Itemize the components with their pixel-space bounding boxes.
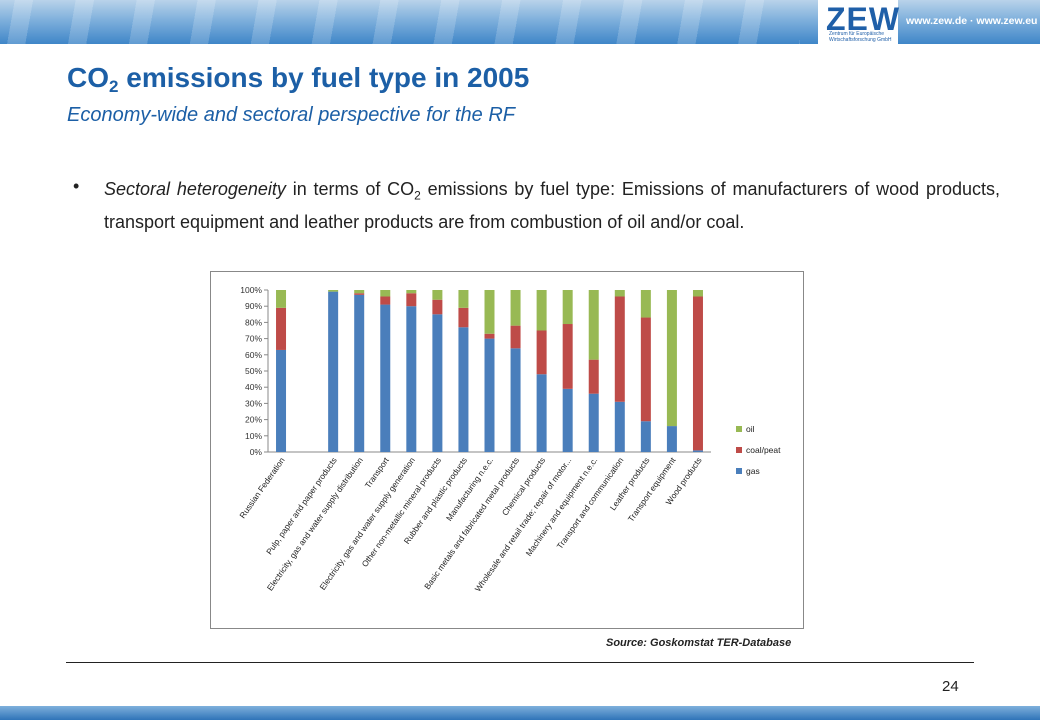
bar-segment-coal-peat [276, 307, 287, 350]
bullet-italic: Sectoral heterogeneity [104, 179, 286, 199]
y-tick-label: 90% [245, 301, 262, 311]
bar-segment-gas [536, 374, 547, 452]
footer-divider [66, 662, 974, 663]
bar-segment-oil [484, 290, 495, 334]
y-tick-label: 80% [245, 317, 262, 327]
bar-segment-coal-peat [458, 307, 469, 328]
y-tick-label: 70% [245, 334, 262, 344]
bar-segment-coal-peat [380, 296, 391, 305]
bar-segment-oil [588, 290, 599, 360]
bar-segment-coal-peat [406, 293, 417, 307]
y-tick-label: 50% [245, 366, 262, 376]
bullet-marker: • [73, 176, 80, 196]
bar-segment-gas [484, 338, 495, 452]
x-tick-label: Electricity, gas and water supply genera… [317, 455, 417, 592]
bar-segment-gas [328, 291, 339, 452]
bar-segment-coal-peat [640, 317, 651, 422]
bullet-subscript: 2 [414, 188, 421, 203]
bar-segment-oil [536, 290, 547, 331]
bar-segment-oil [432, 290, 443, 300]
bar-segment-oil [406, 290, 417, 294]
bar-segment-gas [588, 393, 599, 452]
y-tick-label: 10% [245, 431, 262, 441]
bar-segment-gas [510, 348, 521, 452]
bullet-text: Sectoral heterogeneity in terms of CO2 e… [104, 176, 1000, 235]
legend-label: gas [746, 466, 760, 476]
zew-logo-subtext: Zentrum für Europäische Wirtschaftsforsc… [829, 31, 892, 43]
bar-segment-coal-peat [484, 333, 495, 339]
bar-segment-coal-peat [510, 325, 521, 349]
bar-segment-oil [640, 290, 651, 318]
title-subscript: 2 [109, 77, 119, 96]
bar-segment-coal-peat [432, 299, 443, 315]
legend-label: coal/peat [746, 445, 781, 455]
bar-segment-oil [666, 290, 677, 427]
bar-segment-oil [276, 290, 287, 308]
y-tick-label: 100% [240, 285, 262, 295]
logo-background [818, 0, 898, 44]
x-tick-label: Transport [363, 455, 392, 490]
bar-segment-oil [380, 290, 391, 297]
bullet-text-b: emissions by fuel type: Emissions of man… [104, 179, 1000, 232]
bar-segment-gas [666, 426, 677, 452]
source-note: Source: Goskomstat TER-Database [606, 637, 792, 649]
bar-segment-gas [614, 401, 625, 452]
x-tick-label: Electricity, gas and water supply distri… [265, 455, 365, 592]
title-rest: emissions by fuel type in 2005 [118, 62, 530, 93]
bar-segment-gas [432, 314, 443, 452]
chart-frame: 0% 10% 20% 30% 40% 50% 60% 70% 80% 90% 100% Russian… [210, 271, 804, 629]
bar-segment-coal-peat [354, 293, 365, 295]
bar-segment-coal-peat [588, 359, 599, 394]
bar-segment-oil [562, 290, 573, 325]
x-tick-label: Russian Federation [237, 455, 287, 520]
header-url[interactable]: www.zew.de · www.zew.eu [906, 15, 1038, 27]
bar-segment-gas [380, 304, 391, 452]
legend-swatch-oil [736, 426, 742, 432]
legend-swatch-coal-peat [736, 447, 742, 453]
footer-band [0, 706, 1040, 720]
x-tick-label: Wholesale and retail trade; repair of mo… [473, 455, 574, 593]
legend-label: oil [746, 424, 755, 434]
bar-segment-gas [276, 349, 287, 452]
x-tick-label: Manufacturing n.e.c. [444, 455, 495, 522]
y-tick-label: 60% [245, 350, 262, 360]
bar-segment-oil [692, 290, 703, 297]
bar-segment-gas [354, 294, 365, 452]
slide-title: CO2 emissions by fuel type in 2005 [67, 62, 529, 97]
bar-segment-gas [458, 327, 469, 452]
stacked-bar-chart: 0% 10% 20% 30% 40% 50% 60% 70% 80% 90% 100% Russian… [237, 285, 781, 593]
x-tick-label: Transport equipment [626, 455, 678, 524]
bar-segment-coal-peat [614, 296, 625, 402]
y-tick-label: 40% [245, 382, 262, 392]
slide-subtitle: Economy-wide and sectoral perspective fo… [67, 104, 515, 126]
bar-segment-coal-peat [536, 330, 547, 375]
bar-segment-coal-peat [562, 324, 573, 389]
bar-segment-gas [406, 306, 417, 452]
bar-segment-oil [354, 290, 365, 294]
bar-segment-gas [562, 388, 573, 452]
zew-logo: ZEW [826, 1, 901, 37]
bar-segment-gas [640, 421, 651, 452]
y-tick-label: 20% [245, 415, 262, 425]
page-number: 24 [942, 678, 959, 695]
legend-swatch-gas [736, 468, 742, 474]
bar-segment-oil [510, 290, 521, 326]
title-co: CO [67, 62, 109, 93]
bar-segment-oil [614, 290, 625, 297]
bar-segment-coal-peat [692, 296, 703, 451]
bullet-text-a: in terms of CO [285, 179, 415, 199]
y-tick-label: 30% [245, 398, 262, 408]
y-tick-label: 0% [250, 447, 263, 457]
bar-segment-oil [458, 290, 469, 308]
bar-segment-gas [692, 450, 703, 452]
bar-segment-oil [328, 290, 339, 292]
